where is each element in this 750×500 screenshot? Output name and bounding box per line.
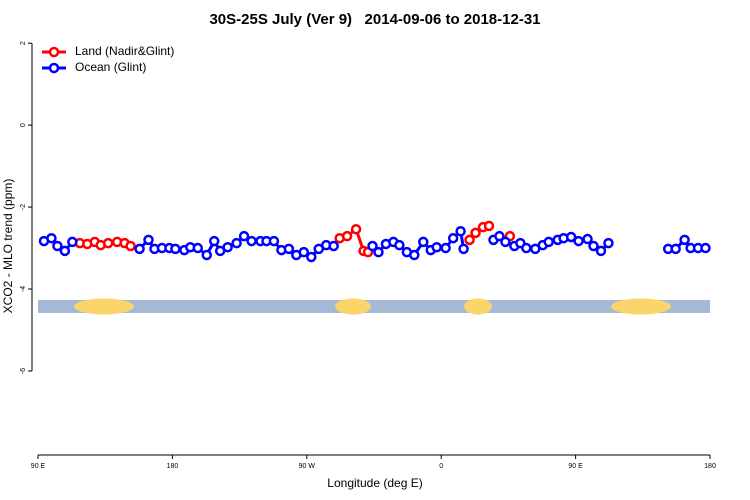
point xyxy=(298,246,310,258)
point xyxy=(573,235,584,247)
point xyxy=(231,237,242,249)
point xyxy=(328,240,339,252)
point xyxy=(67,236,78,248)
land-blob xyxy=(464,298,492,315)
point xyxy=(238,230,250,242)
point xyxy=(470,227,481,239)
point xyxy=(283,243,295,255)
x-tick-label: 0 xyxy=(439,463,443,470)
chart-title: 30S-25S July (Ver 9) 2014-09-06 to 2018-… xyxy=(209,11,540,28)
point xyxy=(367,240,378,252)
legend-label: Ocean (Glint) xyxy=(75,60,146,74)
point xyxy=(543,236,554,248)
point xyxy=(440,242,451,254)
x-tick-label: 180 xyxy=(704,463,716,470)
point xyxy=(700,242,711,254)
point xyxy=(52,240,63,252)
x-axis-label: Longitude (deg E) xyxy=(327,476,422,490)
point xyxy=(341,230,353,242)
y-tick-label: 2 xyxy=(20,41,27,45)
land-blob xyxy=(335,298,371,315)
point xyxy=(595,245,607,257)
point xyxy=(59,245,71,257)
land-mask-strip xyxy=(38,298,710,315)
point xyxy=(455,226,466,237)
point xyxy=(565,231,577,243)
land-blob xyxy=(611,298,671,315)
point xyxy=(192,242,204,254)
point xyxy=(143,234,154,246)
point xyxy=(246,235,257,247)
point xyxy=(418,236,429,248)
land-blob xyxy=(74,298,134,315)
point xyxy=(373,246,384,258)
point xyxy=(201,249,212,261)
point xyxy=(464,234,475,246)
point xyxy=(409,249,420,261)
legend-swatch-point xyxy=(48,62,60,74)
point xyxy=(268,235,280,247)
point xyxy=(603,237,614,249)
y-axis-label: XCO2 - MLO trend (ppm) xyxy=(1,179,15,314)
point xyxy=(170,243,181,255)
point xyxy=(582,233,593,245)
point xyxy=(125,240,136,252)
point xyxy=(483,220,495,232)
x-tick-label: 90 W xyxy=(299,463,316,470)
point xyxy=(394,239,405,251)
point xyxy=(458,243,469,255)
y-tick-label: -6 xyxy=(20,368,27,374)
legend-label: Land (Nadir&Glint) xyxy=(75,44,174,58)
point xyxy=(350,223,362,235)
x-tick-label: 90 E xyxy=(31,463,46,470)
point xyxy=(306,251,317,263)
x-tick-label: 90 E xyxy=(568,463,583,470)
point xyxy=(102,237,114,249)
point xyxy=(134,243,145,255)
point xyxy=(521,242,532,254)
y-tick-label: 0 xyxy=(20,123,27,127)
point xyxy=(588,240,599,252)
point xyxy=(447,232,459,244)
legend-swatch-point xyxy=(48,46,60,58)
y-tick-label: -2 xyxy=(20,204,27,210)
point xyxy=(208,235,220,247)
point xyxy=(494,230,505,242)
point xyxy=(500,236,511,248)
point xyxy=(431,241,442,253)
point xyxy=(670,243,681,255)
x-tick-label: 180 xyxy=(167,463,179,470)
point xyxy=(222,241,233,253)
y-tick-label: -4 xyxy=(20,286,27,292)
point xyxy=(679,234,690,246)
ocean-band xyxy=(38,300,710,313)
point xyxy=(46,232,57,244)
